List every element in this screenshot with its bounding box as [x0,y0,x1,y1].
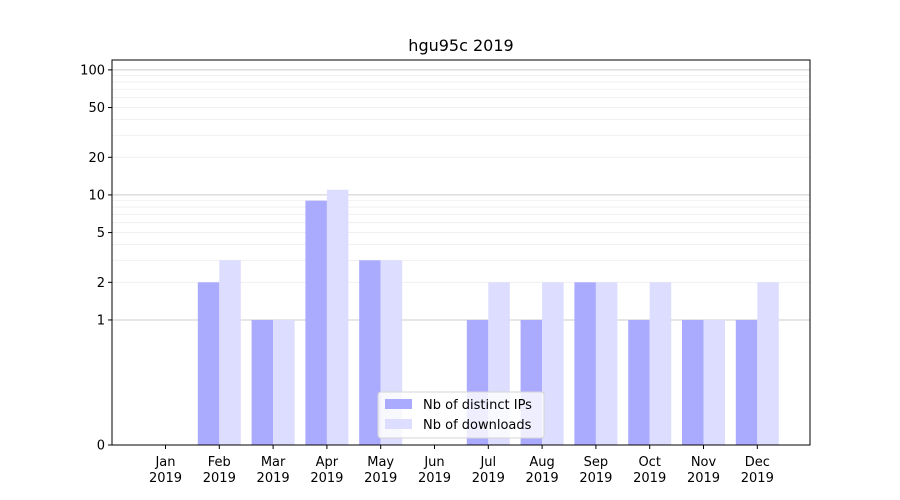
bar-downloads [649,282,672,445]
bar-ips [682,319,704,445]
bar-downloads [703,319,725,445]
y-tick-label: 5 [97,226,105,241]
x-tick-label-year: 2019 [633,471,666,486]
legend-label: Nb of downloads [423,418,532,433]
legend-swatch [385,419,412,429]
x-tick-label-year: 2019 [310,471,343,486]
x-tick-label-year: 2019 [741,471,774,486]
bar-ips [305,200,327,445]
y-axis: 0 1 2 5 10 20 50 100 [80,63,112,454]
x-tick-label-year: 2019 [203,471,236,486]
x-tick-label-year: 2019 [472,471,505,486]
y-tick-label: 10 [88,188,105,203]
legend-box [377,391,545,439]
x-tick-label-month: Jul [479,455,496,470]
bar-ips [251,319,274,445]
plot-frame [111,59,811,446]
x-axis: Jan2019Feb2019Mar2019Apr2019May2019Jun20… [149,445,774,486]
x-tick-label-year: 2019 [149,471,182,486]
bar-ips [628,319,650,445]
x-tick-label-month: Oct [638,455,660,470]
legend-label: Nb of distinct IPs [423,398,532,413]
bar-downloads [326,189,349,445]
x-tick-label-month: Feb [208,455,231,470]
bar-ips [574,282,596,445]
bar-downloads [273,319,295,445]
bar-ips [197,282,220,445]
x-tick-label-year: 2019 [257,471,290,486]
x-tick-label-month: Sep [584,455,609,470]
x-tick-label-month: Apr [316,455,339,470]
x-tick-label-year: 2019 [687,471,720,486]
y-tick-label: 0 [97,439,105,454]
bar-downloads [542,282,564,445]
x-tick-label-year: 2019 [418,471,451,486]
x-tick-label-month: Aug [529,455,554,470]
y-tick-label: 50 [88,101,105,116]
x-tick-label-month: Nov [691,455,717,470]
y-tick-label: 20 [88,151,105,166]
y-tick-label: 2 [97,276,105,291]
x-tick-label-month: Dec [745,455,770,470]
bar-ips [735,319,758,445]
y-tick-label: 1 [97,313,105,328]
x-tick-label-month: Jan [154,455,175,470]
bars [197,189,779,445]
x-tick-label-year: 2019 [526,471,559,486]
bar-ips [359,260,381,445]
legend-swatch [385,399,412,409]
x-tick-label-month: Jun [423,455,444,470]
bar-downloads [595,282,618,445]
x-tick-label-year: 2019 [579,471,612,486]
bar-downloads [757,282,779,445]
y-tick-label: 100 [80,63,105,78]
x-tick-label-year: 2019 [364,471,397,486]
bar-downloads [219,260,241,445]
legend: Nb of distinct IPs Nb of downloads [377,391,545,439]
chart-title: hgu95c 2019 [408,36,513,55]
x-tick-label-month: May [367,455,394,470]
x-tick-label-month: Mar [261,455,286,470]
